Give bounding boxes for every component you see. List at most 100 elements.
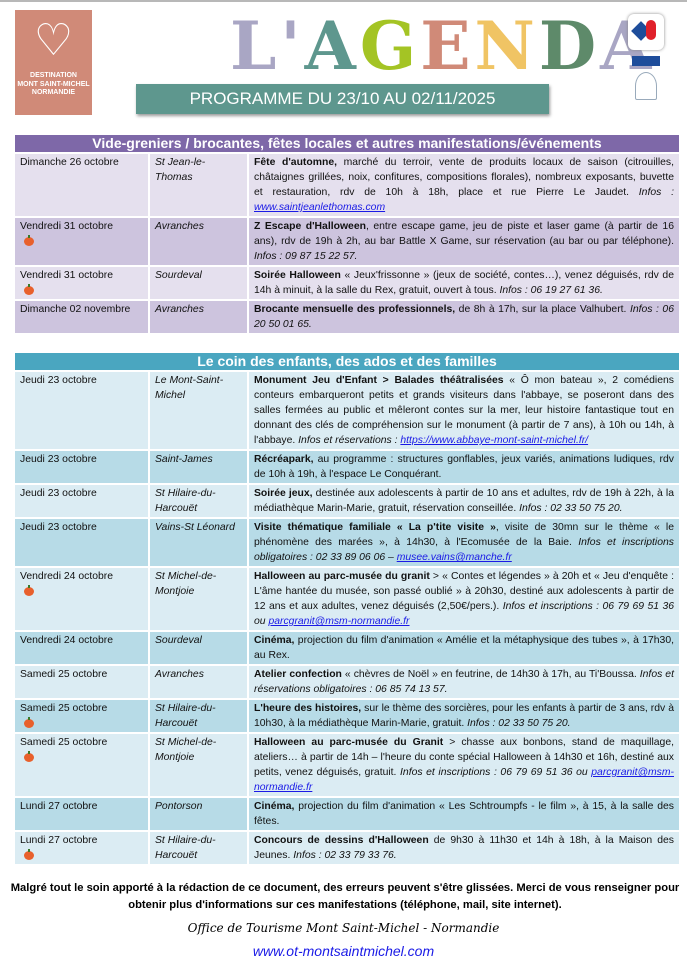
city-cell: St Jean-le-Thomas [150,154,247,216]
date-cell: Vendredi 24 octobre [15,568,148,630]
event-title: Récréapark, [254,454,314,465]
event-details: , visite de 30mn sur le thème « le phéno… [254,522,674,548]
event-title: Halloween au parc-musée du granit [254,571,430,582]
logo-line: NORMANDIE [31,89,76,96]
section-kids-families: Le coin des enfants, des ados et des fam… [15,353,679,866]
table-row: Dimanche 02 novembre Avranches Brocante me… [15,301,679,333]
city-cell: Pontorson [150,798,247,830]
event-infos: Infos et réservations : [298,435,401,446]
date-cell: Samedi 25 octobre [15,666,148,698]
events-table: Dimanche 26 octobre St Jean-le-Thomas Fête… [13,152,681,335]
description-cell: Soirée Halloween « Jeux'frissonne » (jeu… [249,267,679,299]
event-details: , entre escape game, jeu de piste et las… [254,221,674,247]
event-details: projection du film d'animation « Les Sch… [254,801,674,827]
event-link[interactable]: www.saintjeanlethomas.com [254,202,386,213]
description-cell: Cinéma, projection du film d'animation «… [249,632,679,664]
event-title: Fête d'automne, [254,157,337,168]
city-cell: Sourdeval [150,632,247,664]
date-cell: Lundi 27 octobre [15,832,148,864]
title-letter: N [474,7,539,85]
event-infos: Infos : [638,187,674,198]
date-cell: Jeudi 23 octobre [15,451,148,483]
event-details: destinée aux adolescents à partir de 10 … [254,488,674,514]
event-infos: Infos et inscriptions : 06 79 69 51 36 o… [400,767,592,778]
table-row: Samedi 25 octobre Avranches Atelier confec… [15,666,679,698]
pumpkin-icon [24,235,34,246]
section-events: Vide-greniers / brocantes, fêtes locales… [15,135,679,335]
event-date: Lundi 27 octobre [20,835,98,846]
title-letter: D [538,7,601,85]
event-link[interactable]: https://www.abbaye-mont-saint-michel.fr/ [400,435,589,446]
date-cell: Jeudi 23 octobre [15,519,148,566]
description-cell: Fête d'automne, marché du terroir, vente… [249,154,679,216]
event-link[interactable]: parcgranit@msm-normandie.fr [254,767,674,793]
event-date: Vendredi 24 octobre [20,635,114,646]
pumpkin-icon [24,284,34,295]
event-title: Cinéma, [254,801,295,812]
table-row: Vendredi 31 octobre Avranches Z Escape d'H… [15,218,679,265]
event-title: Cinéma, [254,635,295,646]
event-link[interactable]: parcgranit@msm-normandie.fr [268,616,410,627]
event-date: Vendredi 31 octobre [20,270,114,281]
website-link[interactable]: www.ot-montsaintmichel.com [252,943,435,959]
event-title: Halloween au parc-musée du Granit [254,737,444,748]
description-cell: Monument Jeu d'Enfant > Balades théâtral… [249,372,679,449]
event-details: au programme : structures gonflables, je… [254,454,674,480]
classification-badge-icon [632,56,660,66]
city-cell: St Hilaire-du-Harcouët [150,832,247,864]
event-link[interactable]: musee.vains@manche.fr [396,552,512,563]
section-header: Vide-greniers / brocantes, fêtes locales… [15,135,679,152]
table-row: Jeudi 23 octobre St Hilaire-du-Harcouët So… [15,485,679,517]
event-details: « chèvres de Noël » en feutrine, de 14h3… [341,669,640,680]
event-infos: Infos et inscriptions : 06 79 69 51 36 o… [254,601,674,627]
event-title: Concours de dessins d'Halloween [254,835,429,846]
event-infos: Infos : 09 87 15 22 57. [254,251,358,262]
event-date: Vendredi 24 octobre [20,571,114,582]
city-cell: St Michel-de-Montjoie [150,734,247,796]
description-cell: Concours de dessins d'Halloween de 9h30 … [249,832,679,864]
logo-line: MONT SAINT-MICHEL [17,80,90,88]
table-row: Jeudi 23 octobre Le Mont-Saint-Michel Monu… [15,372,679,449]
event-infos: Infos et inscriptions obligatoires : 02 … [254,537,674,563]
event-details: marché du terroir, vente de produits loc… [254,157,674,198]
pumpkin-icon [24,717,34,728]
city-cell: Vains-St Léonard [150,519,247,566]
title-letter: G [359,7,421,85]
event-infos: Infos : 02 33 50 75 20. [467,718,571,729]
event-title: L'heure des histoires, [254,703,362,714]
event-date: Samedi 25 octobre [20,703,108,714]
event-infos: Infos : 02 33 79 33 76. [293,850,397,861]
event-details: > « Contes et légendes » à 20h et « Jeu … [254,571,675,612]
event-details: sur le thème des sorcières, pour les enf… [254,703,674,729]
table-row: Samedi 25 octobre St Michel-de-Montjoie Ha… [15,734,679,796]
table-row: Lundi 27 octobre Pontorson Cinéma, project… [15,798,679,830]
date-cell: Jeudi 23 octobre [15,485,148,517]
city-cell: Saint-James [150,451,247,483]
page-header: ♡ DESTINATION MONT SAINT-MICHEL NORMANDI… [0,2,687,135]
description-cell: Visite thématique familiale « La p'tite … [249,519,679,566]
pumpkin-icon [24,585,34,596]
event-date: Samedi 25 octobre [20,669,108,680]
date-cell: Dimanche 02 novembre [15,301,148,333]
signature: Office de Tourisme Mont Saint-Michel - N… [187,921,500,935]
event-date: Jeudi 23 octobre [20,375,97,386]
event-title: Soirée jeux, [254,488,313,499]
date-cell: Jeudi 23 octobre [15,372,148,449]
destination-logo: ♡ DESTINATION MONT SAINT-MICHEL NORMANDI… [15,10,92,115]
event-date: Dimanche 26 octobre [20,157,119,168]
table-row: Samedi 25 octobre St Hilaire-du-Harcouët L… [15,700,679,732]
event-details: de 8h à 17h, sur la place Valhubert. [455,304,630,315]
event-date: Jeudi 23 octobre [20,488,97,499]
title-letter: ' [280,7,305,85]
description-cell: Cinéma, projection du film d'animation «… [249,798,679,830]
title-letter: A [304,7,360,85]
programme-banner: PROGRAMME DU 23/10 AU 02/11/2025 [136,84,549,114]
event-details: de 9h30 à 11h30 et 14h à 18h, à la Maiso… [254,835,674,861]
logo-line: DESTINATION [30,72,77,79]
event-details: > chasse aux bonbons, stand de maquillag… [254,737,675,778]
description-cell: Soirée jeux, destinée aux adolescents à … [249,485,679,517]
event-date: Jeudi 23 octobre [20,454,97,465]
date-cell: Samedi 25 octobre [15,734,148,796]
city-cell: St Michel-de-Montjoie [150,568,247,630]
title-letter: L [230,7,281,85]
